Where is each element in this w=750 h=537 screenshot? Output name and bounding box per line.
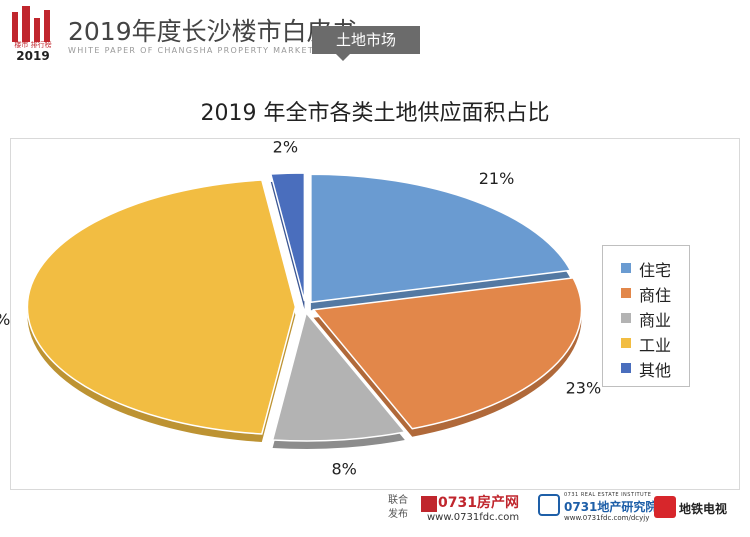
chart-legend: 住宅商住商业工业其他: [602, 245, 690, 387]
pie-slice-4: [269, 172, 306, 302]
report-subtitle: WHITE PAPER OF CHANGSHA PROPERTY MARKET …: [68, 46, 361, 55]
partner2-logo-icon: [538, 494, 560, 516]
logo-text: 楼市 排行榜: [14, 41, 52, 49]
section-tag-notch: [336, 54, 350, 61]
partner1-url: www.0731fdc.com: [427, 512, 520, 523]
publish-label: 联合发布: [388, 495, 408, 520]
legend-swatch-4: [621, 363, 631, 373]
data-label-0: 21%: [479, 169, 515, 188]
report-title: 2019年度长沙楼市白皮书: [68, 17, 357, 46]
brand-logo: [8, 6, 58, 62]
legend-swatch-2: [621, 313, 631, 323]
chart-title: 2019 年全市各类土地供应面积占比: [200, 101, 550, 126]
partner1-name: 0731房产网: [438, 495, 519, 511]
logo-year: 2019: [16, 49, 50, 63]
data-label-1: 23%: [566, 378, 602, 397]
legend-swatch-1: [621, 288, 631, 298]
partner3-logo-icon: [654, 496, 676, 518]
partner2-small-text: 0731 REAL ESTATE INSTITUTE: [564, 492, 652, 498]
pie-slice-1: [312, 277, 583, 430]
legend-swatch-0: [621, 263, 631, 273]
partner2-url: www.0731fdc.com/dcyjy: [564, 514, 650, 522]
data-label-3: 46%: [0, 310, 10, 329]
section-tag: 土地市场: [312, 26, 420, 54]
data-label-4: 2%: [273, 138, 298, 157]
pie-slice-0: [310, 173, 572, 304]
page-footer: 联合发布 0731房产网 www.0731fdc.com 0731 REAL E…: [0, 490, 750, 537]
partner3-name: 地铁电视: [679, 502, 728, 516]
legend-label-0: 住宅: [639, 261, 672, 280]
legend-label-1: 商住: [639, 286, 672, 305]
pie-slice-2: [271, 311, 407, 442]
legend-label-3: 工业: [639, 336, 672, 355]
partner2-name: 0731地产研究院: [564, 500, 658, 514]
pie-slice-3: [26, 179, 297, 435]
page-header: 楼市 排行榜 2019 2019年度长沙楼市白皮书 WHITE PAPER OF…: [0, 0, 750, 70]
legend-swatch-3: [621, 338, 631, 348]
legend-label-4: 其他: [639, 361, 672, 380]
data-label-2: 8%: [331, 459, 356, 478]
partner1-logo-icon: [421, 496, 437, 512]
legend-label-2: 商业: [639, 311, 672, 330]
